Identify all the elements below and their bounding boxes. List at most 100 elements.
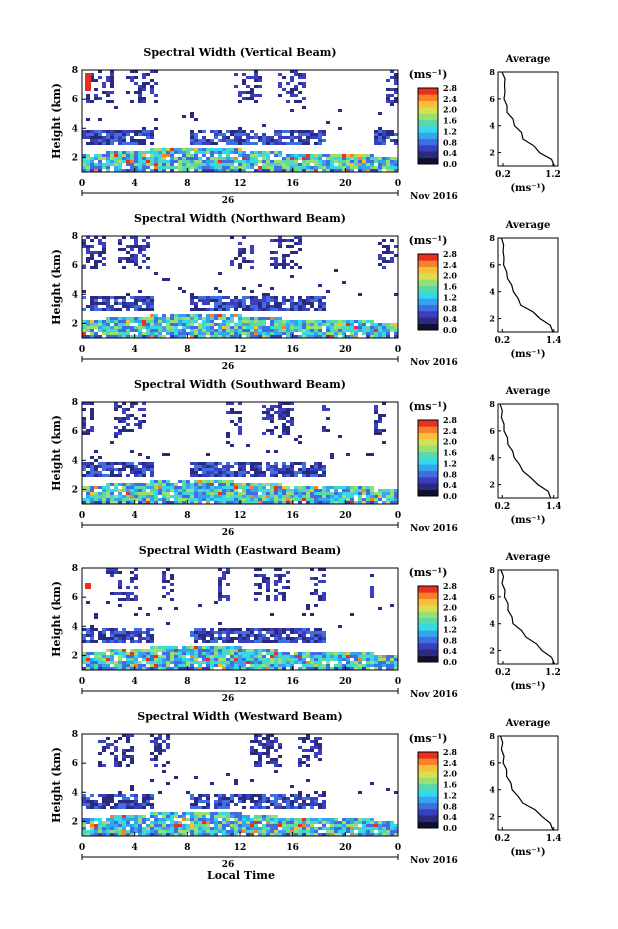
heatmap-cell xyxy=(274,317,278,320)
heatmap-cell xyxy=(274,764,278,767)
heatmap-cell xyxy=(338,821,342,824)
heatmap-cell xyxy=(294,652,298,655)
heatmap-cell xyxy=(218,148,222,151)
heatmap-cell xyxy=(194,652,198,655)
heatmap-cell xyxy=(82,830,86,833)
heatmap-cell xyxy=(126,655,130,658)
heatmap-cell xyxy=(290,471,294,474)
heatmap-cell xyxy=(286,664,290,667)
heatmap-cell xyxy=(242,474,246,477)
heatmap-cell xyxy=(230,652,234,655)
heatmap-cell xyxy=(242,498,246,501)
heatmap-cell xyxy=(218,595,222,598)
heatmap-cell xyxy=(234,423,238,426)
heatmap-cell xyxy=(258,139,262,142)
heatmap-cell xyxy=(290,806,294,809)
heatmap-cell xyxy=(138,634,142,637)
heatmap-cell xyxy=(146,492,150,495)
heatmap-cell xyxy=(238,148,242,151)
heatmap-cell xyxy=(266,489,270,492)
heatmap-cell xyxy=(370,501,374,504)
heatmap-cell xyxy=(126,408,130,411)
heatmap-cell xyxy=(134,254,138,257)
heatmap-cell xyxy=(170,314,174,317)
heatmap-cell xyxy=(118,830,122,833)
heatmap-cell xyxy=(194,471,198,474)
heatmap-cell xyxy=(98,254,102,257)
heatmap-cells xyxy=(82,236,398,338)
heatmap-cell xyxy=(230,640,234,643)
heatmap-cell xyxy=(382,142,386,145)
heatmap-cell xyxy=(166,782,170,785)
heatmap-cell xyxy=(350,157,354,160)
heatmap-cell xyxy=(154,749,158,752)
heatmap-cell xyxy=(114,830,118,833)
heatmap-cell xyxy=(142,408,146,411)
heatmap-cell xyxy=(94,335,98,338)
heatmap-cell xyxy=(294,498,298,501)
heatmap-cell xyxy=(282,628,286,631)
heatmap-cell xyxy=(194,649,198,652)
colorbar-tick-label: 2.8 xyxy=(443,415,457,425)
heatmap-cell xyxy=(266,136,270,139)
heatmap-cell xyxy=(238,637,242,640)
heatmap-cell xyxy=(330,501,334,504)
date-label: Nov 2016 xyxy=(410,524,458,534)
heatmap-cell xyxy=(154,148,158,151)
heatmap-cell xyxy=(194,317,198,320)
heatmap-cell xyxy=(126,652,130,655)
heatmap-cell xyxy=(206,658,210,661)
heatmap-cell xyxy=(138,468,142,471)
heatmap-cell xyxy=(394,833,398,836)
heatmap-cell xyxy=(134,423,138,426)
heatmap-cell xyxy=(250,628,254,631)
heatmap-cell xyxy=(138,296,142,299)
heatmap-cell xyxy=(90,465,94,468)
heatmap-cell xyxy=(230,160,234,163)
heatmap-cell xyxy=(214,492,218,495)
heatmap-cell xyxy=(90,169,94,172)
heatmap-cell xyxy=(386,824,390,827)
heatmap-cell xyxy=(238,800,242,803)
heatmap-cell xyxy=(134,815,138,818)
heatmap-cell xyxy=(358,329,362,332)
heatmap-cell xyxy=(206,326,210,329)
heatmap-cell xyxy=(130,658,134,661)
heatmap-cell xyxy=(290,661,294,664)
heatmap-cell xyxy=(382,429,386,432)
heatmap-cell xyxy=(158,743,162,746)
heatmap-cell xyxy=(86,601,90,604)
heatmap-cell xyxy=(294,827,298,830)
heatmap-cell xyxy=(142,483,146,486)
heatmap-cell xyxy=(206,803,210,806)
average-y-tick-label: 8 xyxy=(489,731,495,741)
heatmap-cell xyxy=(142,658,146,661)
heatmap-cell xyxy=(178,827,182,830)
heatmap-cell xyxy=(266,737,270,740)
heatmap-cell xyxy=(218,815,222,818)
heatmap-cell xyxy=(174,501,178,504)
colorbar-tick-label: 2.0 xyxy=(443,271,457,281)
heatmap-cell xyxy=(350,335,354,338)
heatmap-cell xyxy=(266,326,270,329)
heatmap-cell xyxy=(282,821,286,824)
heatmap-cell xyxy=(246,637,250,640)
heatmap-cell xyxy=(158,655,162,658)
heatmap-cell xyxy=(130,492,134,495)
heatmap-cell xyxy=(310,634,314,637)
heatmap-cell xyxy=(382,266,386,269)
heatmap-cell xyxy=(286,655,290,658)
heatmap-cell xyxy=(238,483,242,486)
heatmap-cell xyxy=(282,794,286,797)
heatmap-cell xyxy=(278,302,282,305)
heatmap-cell xyxy=(278,308,282,311)
heatmap-cell xyxy=(202,827,206,830)
heatmap-cell xyxy=(286,432,290,435)
heatmap-cell xyxy=(334,655,338,658)
heatmap-cell xyxy=(234,133,238,136)
heatmap-cell xyxy=(274,305,278,308)
heatmap-cell xyxy=(106,803,110,806)
heatmap-cell xyxy=(278,764,282,767)
heatmap-cell xyxy=(82,420,86,423)
heatmap-cell xyxy=(182,486,186,489)
